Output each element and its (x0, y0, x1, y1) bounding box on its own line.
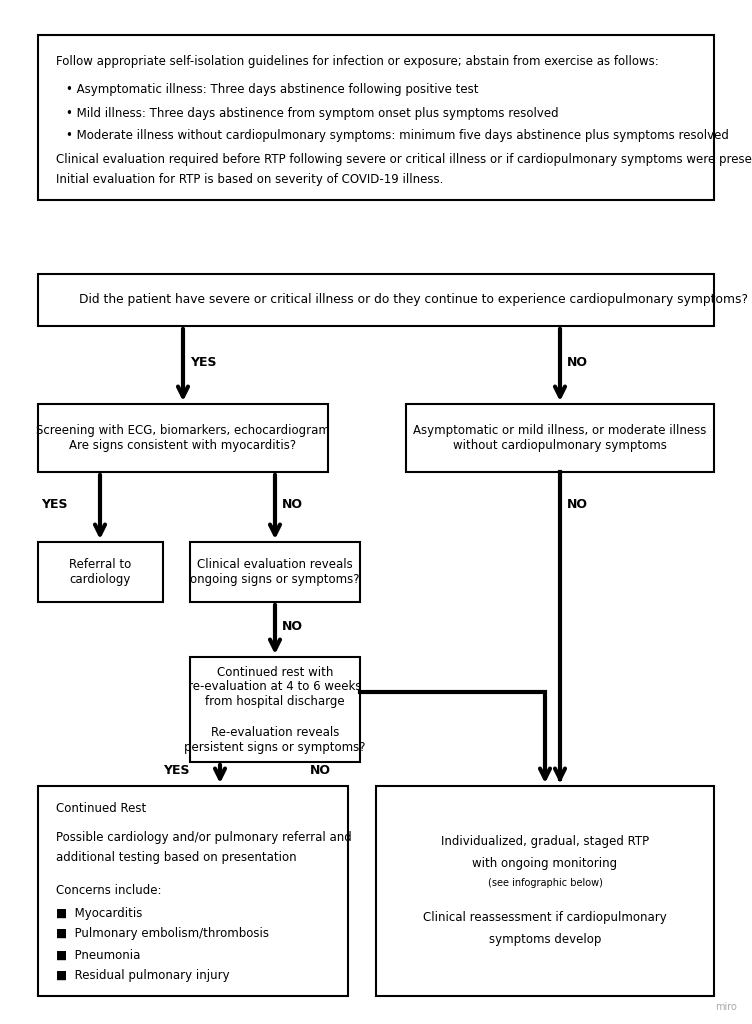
Text: (see infographic below): (see infographic below) (487, 878, 602, 888)
Text: ■  Pulmonary embolism/thrombosis: ■ Pulmonary embolism/thrombosis (56, 928, 269, 940)
Bar (190, 657, 360, 762)
Text: Initial evaluation for RTP is based on severity of COVID-19 illness.: Initial evaluation for RTP is based on s… (56, 173, 444, 186)
Text: YES: YES (41, 498, 68, 511)
Text: • Mild illness: Three days abstinence from symptom onset plus symptoms resolved: • Mild illness: Three days abstinence fr… (66, 106, 559, 120)
Text: Asymptomatic or mild illness, or moderate illness
without cardiopulmonary sympto: Asymptomatic or mild illness, or moderat… (414, 424, 707, 452)
Bar (190, 542, 360, 602)
Text: Follow appropriate self-isolation guidelines for infection or exposure; abstain : Follow appropriate self-isolation guidel… (56, 55, 659, 69)
Text: Referral to
cardiology: Referral to cardiology (69, 558, 132, 586)
Text: Concerns include:: Concerns include: (56, 885, 162, 897)
Bar (38, 404, 328, 472)
Text: Clinical reassessment if cardiopulmonary: Clinical reassessment if cardiopulmonary (423, 911, 667, 925)
Text: NO: NO (567, 355, 588, 369)
Text: with ongoing monitoring: with ongoing monitoring (472, 856, 617, 869)
Bar (376, 786, 714, 996)
Bar (38, 542, 163, 602)
Text: additional testing based on presentation: additional testing based on presentation (56, 852, 296, 864)
Text: Individualized, gradual, staged RTP: Individualized, gradual, staged RTP (441, 835, 649, 848)
Text: Continued rest with
re-evaluation at 4 to 6 weeks
from hospital discharge

Re-ev: Continued rest with re-evaluation at 4 t… (184, 666, 365, 754)
Bar (406, 404, 714, 472)
Bar (38, 786, 348, 996)
Text: ■  Pneumonia: ■ Pneumonia (56, 948, 141, 962)
Text: • Asymptomatic illness: Three days abstinence following positive test: • Asymptomatic illness: Three days absti… (66, 84, 478, 96)
Text: Continued Rest: Continued Rest (56, 802, 146, 814)
Text: miro: miro (715, 1002, 737, 1012)
Text: Clinical evaluation reveals
ongoing signs or symptoms?: Clinical evaluation reveals ongoing sign… (190, 558, 359, 586)
Text: • Moderate illness without cardiopulmonary symptoms: minimum five days abstinenc: • Moderate illness without cardiopulmona… (66, 129, 729, 142)
Text: ■  Myocarditis: ■ Myocarditis (56, 906, 142, 920)
Text: NO: NO (567, 498, 588, 511)
Text: Screening with ECG, biomarkers, echocardiogram
Are signs consistent with myocard: Screening with ECG, biomarkers, echocard… (36, 424, 330, 452)
Text: Clinical evaluation required before RTP following severe or critical illness or : Clinical evaluation required before RTP … (56, 153, 752, 166)
Text: Possible cardiology and/or pulmonary referral and: Possible cardiology and/or pulmonary ref… (56, 831, 352, 845)
Text: NO: NO (282, 498, 303, 511)
Text: ■  Residual pulmonary injury: ■ Residual pulmonary injury (56, 970, 229, 982)
Text: YES: YES (163, 765, 190, 777)
Text: symptoms develop: symptoms develop (489, 933, 601, 945)
Text: Did the patient have severe or critical illness or do they continue to experienc: Did the patient have severe or critical … (80, 294, 748, 306)
Text: NO: NO (282, 620, 303, 633)
Bar (38, 35, 714, 200)
Text: YES: YES (190, 355, 217, 369)
Bar (38, 274, 714, 326)
Text: NO: NO (310, 765, 331, 777)
